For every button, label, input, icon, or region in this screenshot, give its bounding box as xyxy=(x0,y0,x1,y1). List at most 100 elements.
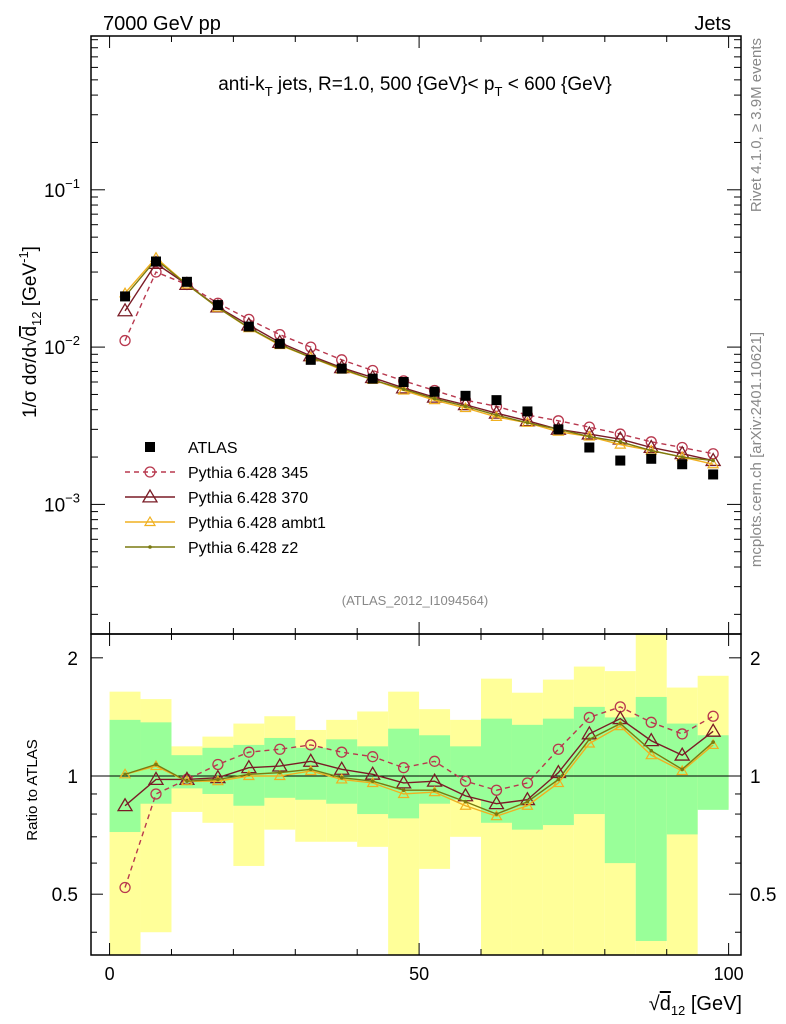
ratio-point xyxy=(216,777,220,782)
ratio-point xyxy=(649,748,654,753)
atlas-point xyxy=(584,442,595,453)
ratio-point xyxy=(273,769,286,781)
mcplots-url-text: mcplots.cern.ch [arXiv:2401.10621] xyxy=(748,332,765,567)
atlas-point xyxy=(212,300,223,311)
ratio-point xyxy=(552,743,565,755)
ratio-point xyxy=(459,775,472,787)
ratio-point xyxy=(339,775,344,780)
axes-frames xyxy=(90,35,742,956)
stat-band-bin xyxy=(481,718,512,823)
atlas-point xyxy=(274,338,285,349)
ratio-point xyxy=(643,732,660,747)
ratio-point xyxy=(676,764,689,776)
ratio-point xyxy=(490,784,503,796)
ratio-point xyxy=(711,740,715,744)
atlas-point xyxy=(460,390,471,401)
ratio-point xyxy=(521,799,534,810)
legend-marker xyxy=(145,442,155,452)
ratio-tick-label-left: 2 xyxy=(67,649,78,670)
ratio-point xyxy=(147,771,165,786)
atlas-point xyxy=(151,256,161,267)
atlas-point xyxy=(120,291,131,302)
axis-ticks xyxy=(91,36,741,955)
ratio-point xyxy=(583,711,595,724)
series-point xyxy=(680,455,684,459)
series-point xyxy=(707,458,720,469)
ratio-point xyxy=(123,772,127,777)
series-point xyxy=(711,458,715,463)
legend: ATLAS Pythia 6.428 345 Pythia 6.428 370 Pyt… xyxy=(125,440,326,557)
stat-band-bin xyxy=(697,735,729,810)
y-tick-label: 10−2 xyxy=(44,333,80,359)
ratio-uncertainty-bands xyxy=(109,634,729,955)
series-point xyxy=(401,387,406,391)
legend-label: Pythia 6.428 z2 xyxy=(188,540,298,557)
ratio-point xyxy=(521,777,534,789)
legend-marker xyxy=(148,545,152,549)
ratio-point xyxy=(364,766,381,780)
stat-band-bin xyxy=(450,746,481,800)
series-point xyxy=(614,438,627,449)
ratio-point xyxy=(116,797,134,812)
tick-labels: 0 50 100 10−1 10−2 10−3 2 2 1 1 0.5 0.5 xyxy=(44,176,776,984)
stat-band-bin xyxy=(511,724,543,830)
atlas-point xyxy=(522,406,533,417)
ratio-point xyxy=(674,746,691,761)
series-line xyxy=(124,271,714,455)
ratio-tick-label-right: 1 xyxy=(750,767,761,788)
y-axis-label: 1/σ dσ/d√d12 [GeV-1] xyxy=(16,246,44,418)
series-point xyxy=(618,440,623,444)
stat-band-bin xyxy=(388,728,420,819)
ratio-point xyxy=(645,716,657,728)
atlas-point xyxy=(243,321,254,332)
atlas-point xyxy=(429,386,440,397)
ratio-point xyxy=(211,775,224,786)
series-point xyxy=(494,413,499,417)
stat-band-bin xyxy=(573,706,605,815)
ratio-point xyxy=(397,762,410,774)
ratio-tick-label-left: 0.5 xyxy=(52,885,78,906)
ratio-point xyxy=(587,737,592,742)
x-axis-label: √d12 [GeV] xyxy=(649,993,742,1018)
atlas-point xyxy=(491,395,502,406)
x-tick-label: 100 xyxy=(714,964,744,984)
ratio-point xyxy=(274,743,286,755)
ratio-point xyxy=(336,746,348,758)
y-tick-label: 10−1 xyxy=(44,176,80,202)
ratio-point xyxy=(618,721,623,726)
ratio-point xyxy=(247,772,251,777)
svg-text:1/σ dσ/d√d12 [GeV-1]: 1/σ dσ/d√d12 [GeV-1] xyxy=(16,246,44,418)
series-point xyxy=(457,396,474,411)
ratio-point xyxy=(397,787,410,799)
atlas-point xyxy=(367,373,378,384)
legend-entry: Pythia 6.428 370 xyxy=(125,488,308,507)
ratio-point xyxy=(370,779,375,784)
stat-band-bin xyxy=(264,737,296,798)
series-point xyxy=(488,404,505,419)
ratio-point xyxy=(552,776,565,788)
series-point xyxy=(581,425,598,440)
ratio-point xyxy=(150,788,162,800)
y-tick-label: 10−3 xyxy=(44,490,80,516)
ratio-point xyxy=(463,799,468,804)
ratio-point xyxy=(243,746,255,758)
ratio-tick-label-right: 0.5 xyxy=(750,885,776,906)
ratio-line xyxy=(124,722,714,815)
ratio-point xyxy=(556,777,561,782)
atlas-point xyxy=(646,453,657,464)
ratio-frame xyxy=(90,633,742,956)
legend-entry: Pythia 6.428 z2 xyxy=(125,540,298,557)
ratio-y-axis-label: Ratio to ATLAS xyxy=(24,739,41,840)
ratio-point xyxy=(490,810,503,821)
ratio-lines xyxy=(116,701,722,894)
atlas-point xyxy=(708,469,719,480)
legend-label: ATLAS xyxy=(188,440,238,457)
atlas-point xyxy=(398,376,409,387)
analysis-id: (ATLAS_2012_I1094564) xyxy=(342,593,488,608)
atlas-point xyxy=(336,363,347,374)
series-point xyxy=(116,302,134,317)
stat-band-bin xyxy=(604,717,636,864)
ratio-point xyxy=(459,799,472,810)
series-point xyxy=(649,448,654,453)
